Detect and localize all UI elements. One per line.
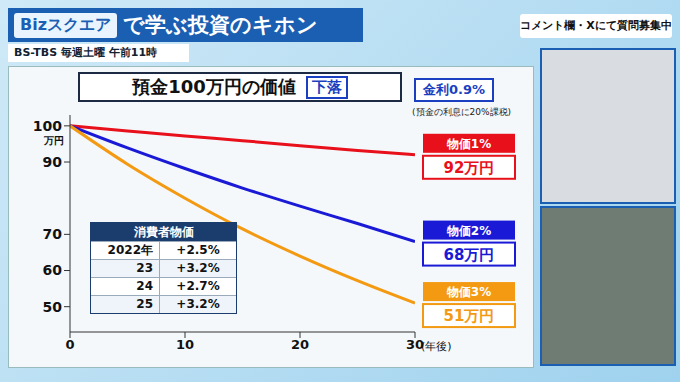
svg-text:物価3%: 物価3%: [446, 285, 491, 299]
svg-text:0: 0: [65, 337, 74, 352]
svg-text:60: 60: [43, 262, 63, 278]
html-text:コメント欄・Xにて質問募集中: コメント欄・Xにて質問募集中: [520, 19, 672, 32]
svg-text:30: 30: [406, 337, 424, 353]
html-text:下落: 下落: [311, 77, 342, 96]
html-text:消費者物価: 消費者物価: [133, 225, 194, 239]
html-text:+3.2%: +3.2%: [176, 297, 220, 311]
svg-text:50: 50: [43, 299, 63, 315]
svg-text:70: 70: [43, 226, 63, 242]
svg-text:92万円: 92万円: [444, 159, 495, 177]
html-text:Bizスクエア: Bizスクエア: [20, 14, 111, 34]
html-text:金利0.9%: 金利0.9%: [423, 82, 485, 97]
html-text:預金100万円の価値: 預金100万円の価値: [132, 76, 296, 97]
html-text:(預金の利息に20%課税): (預金の利息に20%課税): [412, 107, 511, 117]
svg-text:物価2%: 物価2%: [446, 224, 491, 238]
svg-text:10: 10: [176, 337, 194, 352]
html-text:24: 24: [136, 279, 153, 293]
html-text:で学ぶ投資のキホン: で学ぶ投資のキホン: [123, 13, 318, 37]
html-text:万円: 万円: [44, 135, 64, 146]
svg-text:20: 20: [291, 337, 309, 352]
svg-text:51万円: 51万円: [444, 307, 495, 325]
svg-text:(年後): (年後): [421, 340, 452, 353]
html-text:+2.5%: +2.5%: [176, 243, 220, 257]
html-text:BS-TBS 毎週土曜 午前11時: BS-TBS 毎週土曜 午前11時: [14, 46, 157, 59]
svg-text:68万円: 68万円: [444, 246, 495, 264]
html-text:25: 25: [136, 297, 153, 311]
html-text:23: 23: [136, 261, 153, 275]
html-text:+3.2%: +3.2%: [176, 261, 220, 275]
svg-text:90: 90: [43, 154, 63, 170]
html-text:+2.7%: +2.7%: [176, 279, 220, 293]
svg-text:物価1%: 物価1%: [446, 137, 491, 151]
svg-text:100: 100: [33, 118, 62, 134]
html-text:2022年: 2022年: [107, 243, 153, 257]
